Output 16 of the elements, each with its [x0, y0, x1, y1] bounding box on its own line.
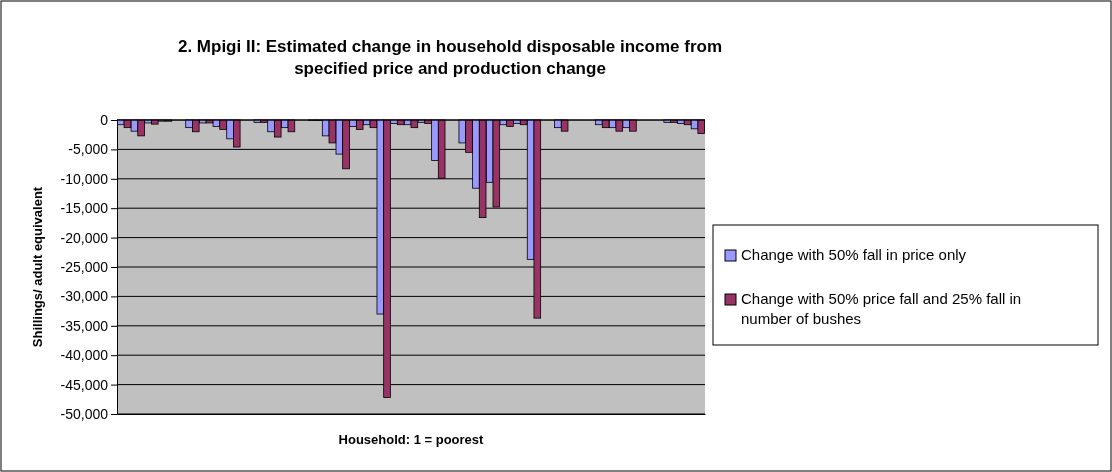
y-tick-label: -30,000	[60, 288, 109, 305]
y-tick-label: -5,000	[68, 141, 109, 158]
y-tick-label: -50,000	[60, 405, 109, 422]
legend-label: Change with 50% price fall and 25% fall in number of bushes	[741, 290, 1022, 327]
y-tick-label: 0	[100, 111, 109, 128]
y-tick-label: -45,000	[60, 376, 109, 393]
y-tick-label: -20,000	[60, 229, 109, 246]
y-tick-label: -25,000	[60, 258, 109, 275]
chart-title: 2. Mpigi II: Estimated change in household disposable income from specified price and production change	[177, 37, 723, 78]
y-tick-label: -10,000	[60, 170, 109, 187]
y-tick-label: -15,000	[60, 200, 109, 217]
y-axis-title: Shillings/ adult equivalent	[30, 186, 45, 348]
y-tick-label: -35,000	[60, 317, 109, 334]
y-tick-label: -40,000	[60, 347, 109, 364]
legend-label: Change with 50% fall in price only	[741, 246, 967, 263]
x-axis-title: Household: 1 = poorest	[338, 432, 485, 447]
